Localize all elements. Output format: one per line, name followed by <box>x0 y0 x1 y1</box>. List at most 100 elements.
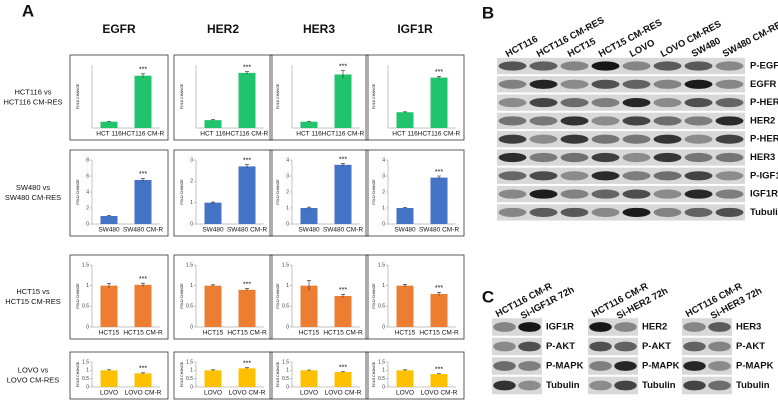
chart-frame <box>173 149 273 237</box>
row-title: HCT15 CM-RES <box>5 297 60 306</box>
band-label: Tubulin <box>546 380 580 391</box>
error-bar <box>307 280 311 291</box>
y-tick-label: 1 <box>382 205 385 211</box>
annotation: *** <box>139 171 147 178</box>
blot-band <box>622 152 651 163</box>
chart-frame <box>365 54 465 141</box>
blot-band <box>622 189 651 199</box>
bar <box>430 293 448 327</box>
blot-band <box>715 79 744 89</box>
blot-band <box>589 341 612 352</box>
y-tick-label: 1 <box>286 205 289 211</box>
lane-label: HCT116 <box>504 34 540 60</box>
y-tick-label: 0 <box>190 221 193 227</box>
x-tick-label: HCT116 CM-R <box>418 131 461 138</box>
blot-band <box>591 134 620 144</box>
y-tick-label: 0 <box>86 221 89 227</box>
bar <box>396 285 414 327</box>
blot-band <box>518 380 541 391</box>
y-tick-label: 8 <box>86 157 89 163</box>
y-tick-label: 0 <box>382 324 385 330</box>
chart-frame <box>365 149 465 237</box>
blot-band <box>591 98 620 108</box>
y-tick-label: 1.5 <box>378 262 385 268</box>
column-title: HER3 <box>303 22 335 36</box>
x-tick-label: HCT116 CM-R <box>322 131 365 138</box>
chart-frame <box>69 149 169 237</box>
bar <box>300 370 318 387</box>
annotation: *** <box>139 366 147 373</box>
blot-band <box>529 116 558 126</box>
blot-band <box>529 61 558 71</box>
chart-frame <box>173 54 273 141</box>
y-tick-label: 0 <box>86 324 89 330</box>
blot-strip <box>497 185 745 203</box>
chart-frame <box>269 54 369 141</box>
x-tick-label: SW480 CM-R <box>227 227 267 234</box>
blot-band <box>518 361 541 371</box>
panel-label: A <box>22 1 34 20</box>
blot-band <box>684 116 713 126</box>
error-bar <box>141 282 145 287</box>
blot-band <box>529 98 558 108</box>
blot-band <box>622 61 651 71</box>
y-tick-label: 2 <box>190 179 193 185</box>
blot-band <box>589 361 612 371</box>
blot-band <box>529 134 558 144</box>
bar <box>134 373 152 387</box>
y-tick-label: 0 <box>382 221 385 227</box>
bar <box>396 112 414 128</box>
band-label: P-HER2 <box>750 97 778 108</box>
blot-band <box>653 79 682 89</box>
blot-band <box>622 79 651 89</box>
band-label: HER3 <box>750 152 775 163</box>
blot-band <box>529 171 558 181</box>
chart-frame <box>69 54 169 141</box>
bar <box>396 370 414 387</box>
y-tick-label: 2 <box>286 189 289 195</box>
y-tick-label: 1 <box>382 368 385 374</box>
x-tick-label: SW480 <box>98 227 120 234</box>
y-tick-label: 0 <box>286 221 289 227</box>
blot-band <box>591 116 620 126</box>
x-tick-label: SW480 <box>394 227 416 234</box>
blot-band <box>560 207 589 217</box>
bar <box>204 202 222 224</box>
blot-band <box>560 152 589 163</box>
blot-strip <box>497 149 745 166</box>
error-bar <box>245 164 249 169</box>
y-tick-label: 0 <box>190 384 193 390</box>
error-bar <box>211 119 215 121</box>
y-axis-label: FOLD CHANGE <box>372 283 376 309</box>
blot-band <box>591 189 620 199</box>
bar <box>134 75 152 128</box>
error-bar <box>245 288 249 292</box>
bar <box>100 285 118 327</box>
y-tick-label: 1.5 <box>186 262 193 268</box>
x-tick-label: HCT15 CM-R <box>123 330 163 337</box>
bar <box>300 121 318 128</box>
chart-frame <box>173 254 273 340</box>
x-tick-label: LOVO CM-R <box>125 390 162 397</box>
x-tick-label: HCT15 CM-R <box>419 330 459 337</box>
blot-band <box>684 61 713 71</box>
blot-band <box>708 380 731 391</box>
y-axis-label: FOLD CHANGE <box>180 361 184 387</box>
blot-band <box>498 98 527 108</box>
blot-band <box>498 152 527 163</box>
blot-band <box>560 134 589 144</box>
blot-strip <box>497 76 745 93</box>
y-axis-label: FOLD CHANGE <box>372 361 376 387</box>
y-axis-label: FOLD CHANGE <box>276 361 280 387</box>
y-tick-label: 1 <box>86 368 89 374</box>
error-bar <box>341 371 345 373</box>
x-tick-label: HCT116 CM-R <box>122 131 165 138</box>
column-title: HER2 <box>207 22 239 36</box>
y-tick-label: 4 <box>382 157 385 163</box>
blot-band <box>493 341 516 352</box>
bar <box>334 74 352 128</box>
annotation: *** <box>243 281 251 288</box>
bar <box>396 208 414 224</box>
y-tick-label: 0.5 <box>378 376 385 382</box>
band-label: HER2 <box>750 115 775 126</box>
